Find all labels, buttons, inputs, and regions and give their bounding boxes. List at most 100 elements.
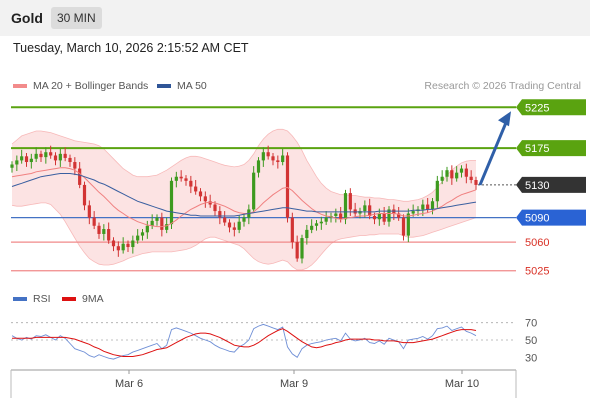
symbol-title: Gold xyxy=(11,10,43,26)
candle-body xyxy=(58,153,62,161)
candle-body xyxy=(174,176,178,181)
candle-body xyxy=(382,213,386,222)
candle-body xyxy=(310,225,314,230)
candle-body xyxy=(397,213,401,218)
candle-body xyxy=(474,180,478,185)
price-tag-bg-5175 xyxy=(516,140,586,157)
projection-arrow-shaft xyxy=(478,119,509,186)
candle-body xyxy=(232,227,236,230)
candle-body xyxy=(198,191,203,197)
candle-body xyxy=(111,240,116,247)
candle-body xyxy=(435,180,439,202)
candle-body xyxy=(150,220,154,226)
candle-body xyxy=(169,180,174,225)
top-bar: Gold 30 MIN xyxy=(0,0,590,36)
legend-label-9ma: 9MA xyxy=(82,293,104,305)
candle-body xyxy=(24,156,29,163)
candle-body xyxy=(184,178,188,181)
candle-body xyxy=(324,217,328,222)
candle-body xyxy=(445,170,449,177)
candle-body xyxy=(39,153,43,158)
candle-body xyxy=(194,186,198,192)
candle-body xyxy=(10,164,14,168)
candle-body xyxy=(256,160,261,173)
price-tag-5225: 5225 xyxy=(525,102,549,114)
candle-body xyxy=(334,213,338,216)
timeframe-badge[interactable]: 30 MIN xyxy=(51,7,102,29)
candle-body xyxy=(131,240,135,248)
rsi-tick-label: 50 xyxy=(525,335,537,347)
price-tag-5060: 5060 xyxy=(525,237,549,249)
candle-body xyxy=(459,168,464,173)
candle-body xyxy=(223,217,227,223)
candle-body xyxy=(430,201,435,210)
x-tick-label: Mar 9 xyxy=(280,378,308,390)
candle-body xyxy=(343,193,348,220)
candle-body xyxy=(363,205,367,212)
candle-body xyxy=(203,196,207,202)
projection-arrow-head xyxy=(498,111,511,127)
candle-body xyxy=(73,162,77,169)
candle-body xyxy=(305,229,309,239)
candle-body xyxy=(469,176,473,181)
candle-body xyxy=(189,180,193,187)
candle-body xyxy=(348,193,352,210)
candle-body xyxy=(208,201,212,205)
candle-body xyxy=(20,156,24,161)
price-tag-5175: 5175 xyxy=(525,143,549,155)
legend-label-ma20: MA 20 + Bollinger Bands xyxy=(33,80,149,92)
candle-body xyxy=(300,238,304,259)
legend-rsi: RSI xyxy=(13,293,51,305)
candle-body xyxy=(121,243,125,251)
candle-body xyxy=(281,155,285,163)
chart-datetime: Tuesday, March 10, 2026 2:15:52 AM CET xyxy=(13,41,249,55)
candle-body xyxy=(421,204,425,210)
candle-body xyxy=(44,152,48,158)
candle-body xyxy=(401,217,406,236)
x-tick-label: Mar 10 xyxy=(445,378,479,390)
candle-body xyxy=(145,225,149,233)
legend-ma50: MA 50 xyxy=(157,80,207,92)
candle-body xyxy=(78,168,82,185)
ma50-line xyxy=(11,173,477,217)
bollinger-upper-line xyxy=(11,128,476,202)
candle-body xyxy=(126,243,130,248)
candle-body xyxy=(440,176,444,181)
x-tick-label: Mar 6 xyxy=(115,378,143,390)
candle-body xyxy=(285,155,290,218)
candle-body xyxy=(63,153,67,158)
candle-body xyxy=(68,157,72,163)
legend-label-rsi: RSI xyxy=(33,293,51,305)
rsi-tick-label: 30 xyxy=(525,352,537,364)
candle-body xyxy=(160,217,164,230)
legend-swatch-9ma xyxy=(62,297,76,301)
candle-body xyxy=(92,217,96,226)
candle-body xyxy=(34,153,38,159)
price-tag-bg-5090 xyxy=(516,209,586,226)
candle-body xyxy=(165,224,169,230)
candle-body xyxy=(97,225,101,234)
candle-body xyxy=(377,213,381,220)
candle-body xyxy=(339,213,343,220)
candle-body xyxy=(271,156,275,161)
candle-body xyxy=(411,211,415,214)
candle-body xyxy=(15,160,19,165)
candle-body xyxy=(49,152,53,156)
candle-body xyxy=(464,168,468,177)
candle-body xyxy=(237,221,241,230)
candle-body xyxy=(252,172,256,210)
candle-body xyxy=(450,170,454,179)
candle-body xyxy=(314,223,319,226)
legend-9ma: 9MA xyxy=(62,293,104,305)
candle-body xyxy=(140,232,145,236)
candle-body xyxy=(102,229,106,234)
ma20-line xyxy=(11,167,477,228)
candle-body xyxy=(319,221,323,224)
candle-body xyxy=(426,204,430,210)
candle-body xyxy=(107,229,111,241)
candle-body xyxy=(266,152,270,157)
rsi-tick-label: 70 xyxy=(525,318,537,330)
candle-body xyxy=(213,204,217,212)
bollinger-band xyxy=(12,129,476,270)
